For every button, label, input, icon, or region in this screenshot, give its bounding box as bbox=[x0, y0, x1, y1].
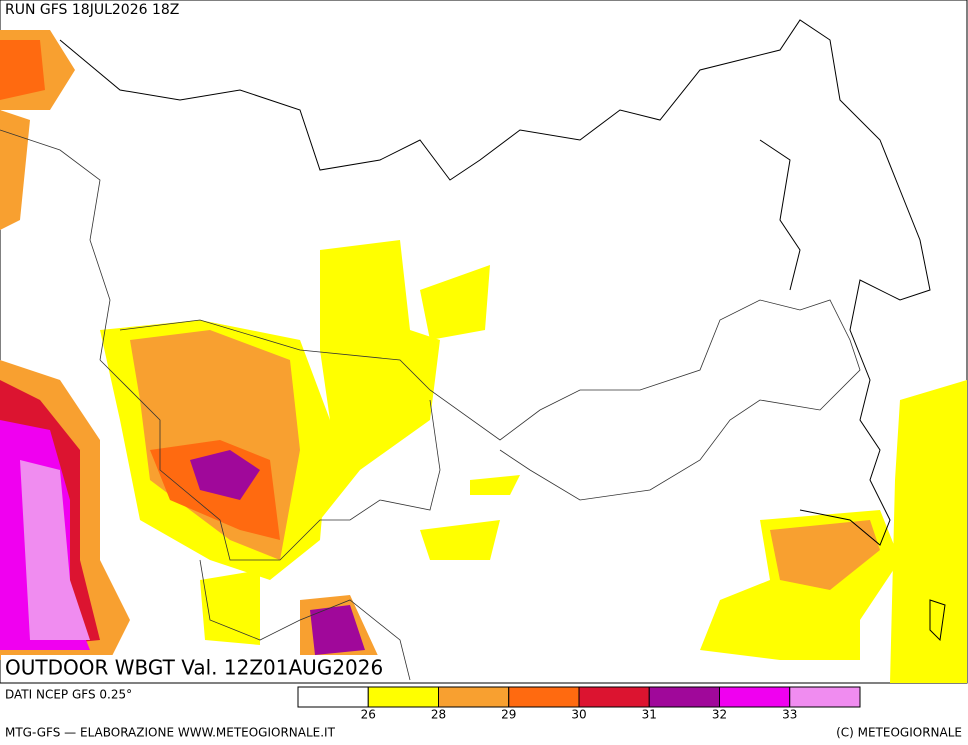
legend-tick-label: 32 bbox=[712, 708, 727, 722]
border bbox=[99, 359, 441, 561]
field-dark-orange bbox=[0, 40, 45, 100]
legend-swatch bbox=[578, 686, 650, 708]
footer-right: (C) METEOGIORNALE bbox=[836, 726, 962, 740]
data-source: DATI NCEP GFS 0.25° bbox=[5, 688, 132, 702]
border bbox=[199, 559, 411, 681]
legend-tick-label: 28 bbox=[431, 708, 446, 722]
field-yellow bbox=[300, 240, 440, 520]
field-yellow bbox=[890, 380, 967, 683]
legend-tick-label: 26 bbox=[361, 708, 376, 722]
title-box bbox=[1, 655, 386, 682]
island bbox=[929, 599, 946, 642]
legend-tick-label: 30 bbox=[571, 708, 586, 722]
map: RUN GFS 18JUL2026 18Z OUTDOOR WBGT Val. … bbox=[0, 0, 968, 684]
legend-swatch bbox=[297, 686, 369, 708]
map-title: OUTDOOR WBGT Val. 12Z01AUG2026 bbox=[5, 656, 383, 680]
footer-left: MTG-GFS — ELABORAZIONE WWW.METEOGIORNALE… bbox=[5, 726, 336, 740]
legend-swatch bbox=[367, 686, 439, 708]
legend-tick-label: 29 bbox=[501, 708, 516, 722]
color-legend: 26 28 29 30 31 32 33 bbox=[297, 686, 861, 722]
field-yellow bbox=[200, 570, 260, 645]
field-purple bbox=[310, 605, 365, 655]
run-label: RUN GFS 18JUL2026 18Z bbox=[5, 2, 179, 18]
legend-tick-label: 33 bbox=[782, 708, 797, 722]
field-pink bbox=[20, 460, 90, 640]
legend-swatch bbox=[438, 686, 510, 708]
field-yellow bbox=[420, 520, 500, 560]
legend-tick-label: 31 bbox=[642, 708, 657, 722]
field-yellow bbox=[420, 265, 490, 340]
border bbox=[0, 129, 111, 361]
coastline bbox=[59, 19, 931, 546]
legend-swatch bbox=[789, 686, 861, 708]
legend-swatch bbox=[648, 686, 720, 708]
border bbox=[119, 299, 861, 501]
field-orange bbox=[770, 520, 880, 590]
field-yellow bbox=[470, 475, 520, 495]
coastline bbox=[759, 139, 801, 291]
legend-swatch bbox=[719, 686, 791, 708]
legend-swatch bbox=[508, 686, 580, 708]
field-purple bbox=[190, 450, 260, 500]
field-orange bbox=[0, 110, 30, 230]
